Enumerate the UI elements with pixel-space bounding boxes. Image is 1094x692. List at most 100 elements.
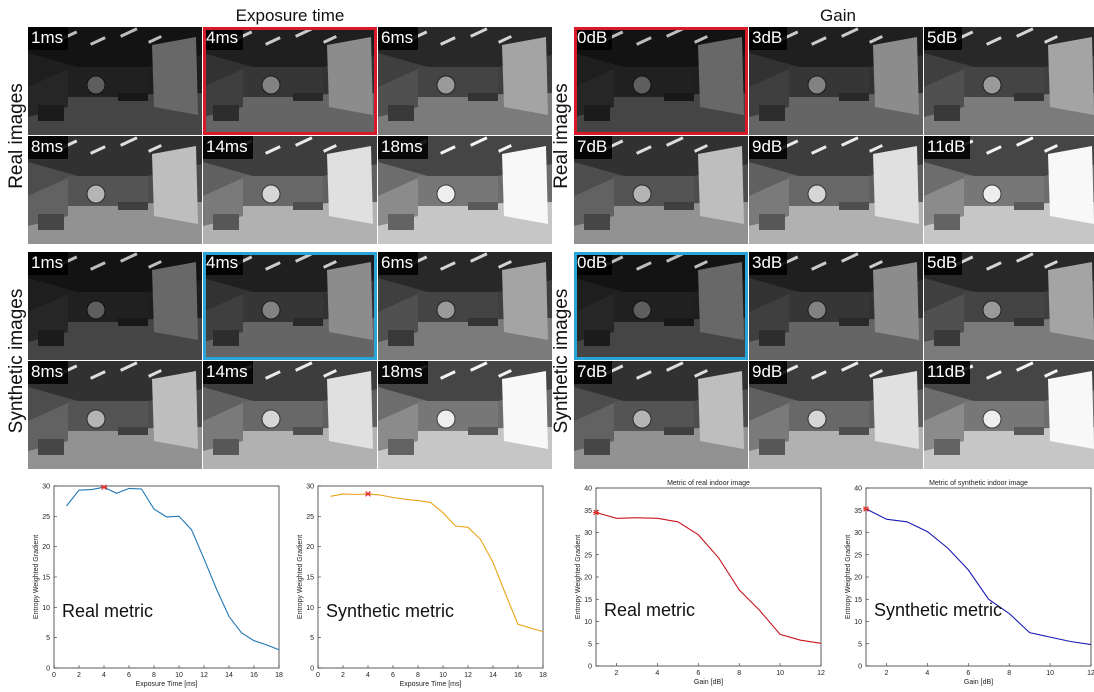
series-line bbox=[865, 508, 1092, 646]
y-tick-label: 5 bbox=[310, 635, 314, 642]
image-setting-label: 4ms bbox=[203, 252, 244, 275]
image-setting-label: 0dB bbox=[574, 27, 613, 50]
y-tick-label: 25 bbox=[42, 514, 50, 521]
image-setting-label: 3dB bbox=[749, 27, 788, 50]
image-setting-label: 7dB bbox=[574, 136, 613, 159]
image-tile: 5dB bbox=[924, 27, 1094, 135]
image-setting-label: 8ms bbox=[28, 361, 69, 384]
x-tick-label: 18 bbox=[275, 672, 283, 679]
image-tile: 8ms bbox=[28, 361, 202, 469]
image-tile: 14ms bbox=[203, 361, 377, 469]
scene-image bbox=[749, 361, 923, 469]
optimum-marker bbox=[364, 491, 372, 497]
x-tick-label: 10 bbox=[175, 672, 183, 679]
image-tile: 7dB bbox=[574, 136, 748, 244]
y-tick-label: 35 bbox=[584, 508, 592, 515]
y-tick-label: 0 bbox=[588, 664, 592, 671]
x-tick-label: 10 bbox=[1046, 670, 1054, 677]
y-tick-label: 30 bbox=[584, 530, 592, 537]
series-line bbox=[595, 511, 822, 644]
scene-image bbox=[574, 252, 748, 360]
plot-frame bbox=[865, 487, 1092, 667]
image-setting-label: 9dB bbox=[749, 136, 788, 159]
y-tick-label: 40 bbox=[584, 486, 592, 493]
x-tick-label: 0 bbox=[316, 672, 320, 679]
plot-frame bbox=[317, 485, 544, 669]
plot-frame bbox=[53, 485, 280, 669]
y-tick-label: 30 bbox=[854, 530, 862, 537]
x-tick-label: 18 bbox=[539, 672, 547, 679]
y-tick-label: 20 bbox=[584, 575, 592, 582]
y-tick-label: 20 bbox=[42, 544, 50, 551]
image-tile: 0dB bbox=[574, 252, 748, 360]
gain-real-row-label: Real images bbox=[551, 83, 572, 189]
optimum-marker bbox=[592, 509, 600, 516]
scene-image bbox=[924, 27, 1094, 135]
x-tick-label: 6 bbox=[696, 670, 700, 677]
x-axis-label: Exposure Time [ms] bbox=[400, 681, 462, 688]
image-setting-label: 18ms bbox=[378, 136, 428, 159]
y-axis-label: Entropy Weighted Gradient bbox=[845, 535, 852, 619]
metric-annotation: Real metric bbox=[604, 600, 695, 620]
gain-real-image-grid: 0dB 3dB 5dB 7dB 9dB 11dB bbox=[574, 27, 1094, 244]
y-tick-label: 15 bbox=[854, 597, 862, 604]
y-tick-label: 20 bbox=[854, 575, 862, 582]
y-tick-label: 25 bbox=[854, 552, 862, 559]
scene-image bbox=[28, 27, 202, 135]
image-tile: 1ms bbox=[28, 27, 202, 135]
exposure-synthetic-row-label: Synthetic images bbox=[6, 288, 27, 434]
image-setting-label: 8ms bbox=[28, 136, 69, 159]
y-tick-label: 15 bbox=[584, 597, 592, 604]
image-setting-label: 18ms bbox=[378, 361, 428, 384]
x-tick-label: 6 bbox=[127, 672, 131, 679]
x-tick-label: 6 bbox=[966, 670, 970, 677]
image-setting-label: 5dB bbox=[924, 27, 963, 50]
y-axis-label: Entropy Weighted Gradient bbox=[297, 535, 304, 619]
x-axis-label: Exposure Time [ms] bbox=[136, 681, 198, 688]
x-tick-label: 4 bbox=[366, 672, 370, 679]
image-setting-label: 1ms bbox=[28, 27, 69, 50]
image-tile: 6ms bbox=[378, 27, 552, 135]
x-tick-label: 8 bbox=[737, 670, 741, 677]
image-tile: 1ms bbox=[28, 252, 202, 360]
x-tick-label: 12 bbox=[200, 672, 208, 679]
scene-image bbox=[203, 136, 377, 244]
y-tick-label: 15 bbox=[42, 575, 50, 582]
image-tile: 5dB bbox=[924, 252, 1094, 360]
exposure-real-image-grid: 1ms 4ms 6ms 8ms 14ms 18ms bbox=[28, 27, 552, 244]
y-tick-label: 0 bbox=[46, 666, 50, 673]
y-tick-label: 40 bbox=[854, 486, 862, 493]
scene-image bbox=[378, 27, 552, 135]
image-tile: 14ms bbox=[203, 136, 377, 244]
image-setting-label: 1ms bbox=[28, 252, 69, 275]
plot-frame bbox=[595, 487, 822, 667]
y-tick-label: 25 bbox=[306, 514, 314, 521]
image-setting-label: 11dB bbox=[924, 136, 971, 159]
scene-image bbox=[574, 27, 748, 135]
scene-image bbox=[203, 361, 377, 469]
x-tick-label: 16 bbox=[514, 672, 522, 679]
x-tick-label: 2 bbox=[341, 672, 345, 679]
image-tile: 11dB bbox=[924, 136, 1094, 244]
y-tick-label: 15 bbox=[306, 575, 314, 582]
x-tick-label: 2 bbox=[615, 670, 619, 677]
scene-image bbox=[378, 252, 552, 360]
image-setting-label: 5dB bbox=[924, 252, 963, 275]
y-tick-label: 10 bbox=[584, 619, 592, 626]
gain-section-title: Gain bbox=[820, 6, 856, 25]
x-tick-label: 14 bbox=[225, 672, 233, 679]
scene-image bbox=[574, 136, 748, 244]
x-tick-label: 8 bbox=[416, 672, 420, 679]
real-gain-metric-chart: Metric of real indoor image 2 4 6 8 10 12 0 5 10 1… bbox=[568, 478, 825, 690]
y-axis-label: Entropy Weighted Gradient bbox=[33, 535, 40, 619]
x-tick-label: 14 bbox=[489, 672, 497, 679]
image-tile: 18ms bbox=[378, 361, 552, 469]
y-tick-label: 10 bbox=[306, 605, 314, 612]
x-tick-label: 0 bbox=[52, 672, 56, 679]
y-tick-label: 25 bbox=[584, 552, 592, 559]
image-setting-label: 6ms bbox=[378, 27, 419, 50]
x-tick-label: 8 bbox=[1007, 670, 1011, 677]
gain-synthetic-row-label: Synthetic images bbox=[551, 288, 572, 434]
image-tile: 7dB bbox=[574, 361, 748, 469]
image-setting-label: 9dB bbox=[749, 361, 788, 384]
